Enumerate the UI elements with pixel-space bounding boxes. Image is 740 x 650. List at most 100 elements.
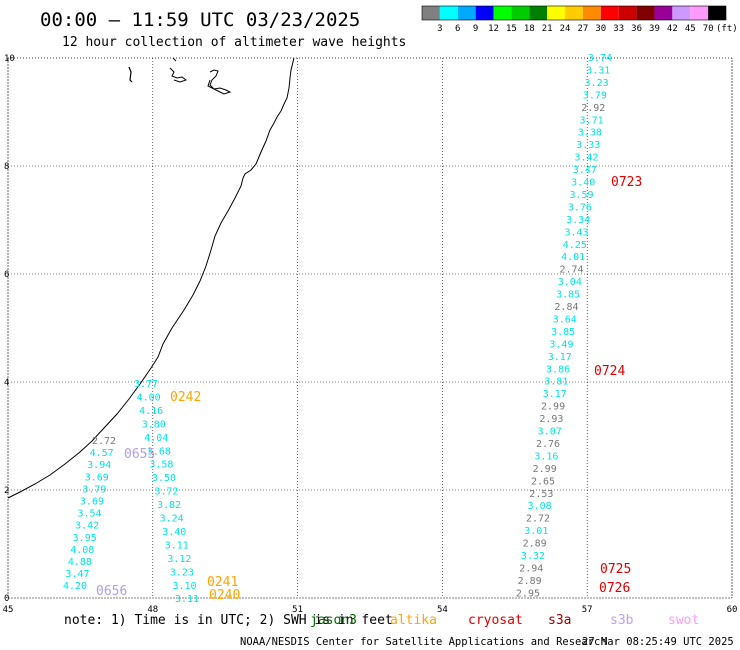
swh-value-track-b: 3.54 (78, 509, 102, 520)
swh-value-track-c: 3.32 (521, 551, 545, 562)
legend-swatch (565, 6, 583, 20)
swh-value-track-c: 2.99 (541, 402, 565, 413)
swh-value-track-a: 4.04 (144, 433, 168, 444)
swh-value-track-b: 4.20 (63, 581, 87, 592)
legend-swatch (708, 6, 726, 20)
legend-swatch (600, 6, 619, 20)
legend-tick-label: 24 (560, 24, 571, 34)
timestamp: 27 Mar 08:25:49 UTC 2025 (582, 636, 734, 648)
x-tick-label: 60 (727, 605, 738, 615)
swh-value-track-c: 3.47 (573, 165, 597, 176)
legend-swatch (582, 6, 601, 20)
y-tick-label: 0 (4, 594, 9, 604)
swh-value-track-c: 3.43 (564, 227, 588, 238)
legend-swatch (636, 6, 655, 20)
pass-time-label: 0656 (96, 584, 127, 599)
footer-note: note: 1) Time is in UTC; 2) SWH is in fe… (64, 613, 393, 628)
legend-tick-label: 27 (578, 24, 589, 34)
swh-value-track-c: 3.31 (586, 65, 610, 76)
legend-tick-label: 36 (631, 24, 642, 34)
swh-value-track-c: 3.76 (568, 202, 592, 213)
swh-value-track-c: 2.93 (539, 414, 563, 425)
swh-value-track-c: 3.40 (571, 178, 595, 189)
legend-swatch (422, 6, 440, 20)
legend-tick-label: 15 (506, 24, 517, 34)
legend-swatch (529, 6, 548, 20)
swh-value-track-a: 3.12 (167, 554, 191, 565)
swh-value-track-c: 3.04 (558, 277, 582, 288)
swh-value-track-a: 3.50 (152, 473, 176, 484)
swh-value-track-c: 2.53 (529, 489, 553, 500)
swh-value-track-a: 3.40 (162, 527, 186, 538)
color-scale-legend: 3 6 9 12 15 18 21 24 27 30 33 36 39 42 45 70 (ft) (421, 5, 738, 34)
swh-value-track-c: 2.94 (519, 563, 543, 574)
swh-value-track-c: 2.89 (523, 539, 547, 550)
swh-value-track-a: 3.82 (157, 500, 181, 511)
legend-tick-label: 39 (649, 24, 660, 34)
lat-lon-grid: 45 48 51 54 57 60 0 2 4 6 8 10 (3, 54, 738, 615)
swh-value-track-b: 3.95 (73, 533, 97, 544)
swh-value-track-c: 3.33 (576, 140, 600, 151)
swh-value-track-c: 2.65 (531, 476, 555, 487)
island-shape (128, 66, 133, 83)
y-tick-label: 6 (4, 270, 9, 280)
swh-value-track-c: 2.74 (559, 265, 583, 276)
legend-swatch (493, 6, 512, 20)
pass-time-label: 0242 (170, 390, 201, 405)
swh-value-track-b: 3.69 (80, 497, 104, 508)
swh-value-track-c: 3.71 (580, 115, 604, 126)
satellite-name: swot (668, 613, 699, 628)
swh-value-track-c: 3.49 (549, 339, 573, 350)
island-shape (207, 69, 232, 95)
swh-value-track-a: 4.00 (137, 392, 161, 403)
swh-value-track-c: 2.95 (516, 588, 540, 599)
legend-tick-label: 33 (613, 24, 624, 34)
swh-value-track-c: 3.23 (585, 78, 609, 89)
satellite-name: cryosat (468, 613, 523, 628)
plot-frame (7, 57, 733, 599)
swh-value-track-b: 3.47 (65, 569, 89, 580)
pass-time-label: 0655 (124, 447, 155, 462)
coastline (7, 57, 295, 499)
swh-value-track-b: 4.08 (70, 545, 94, 556)
swh-value-track-c: 4.25 (563, 240, 587, 251)
satellite-name: s3a (548, 613, 571, 628)
map-subtitle: 12 hour collection of altimeter wave hei… (62, 35, 406, 50)
y-tick-label: 4 (4, 378, 9, 388)
swh-value-track-b: 4.57 (90, 448, 114, 459)
swh-value-track-b: 3.42 (75, 521, 99, 532)
swh-value-track-c: 2.72 (526, 514, 550, 525)
swh-value-track-a: 3.77 (134, 379, 158, 390)
pass-time-label: 0240 (209, 588, 240, 603)
satellite-name: altika (390, 613, 437, 628)
altimeter-tracks: 3.77 4.00 4.16 3.80 4.04 3.68 3.58 3.50 3.72 3.82… (63, 53, 612, 605)
swh-value-track-c: 2.99 (533, 464, 557, 475)
swh-value-track-c: 3.79 (583, 90, 607, 101)
satellite-name: s3b (610, 613, 634, 628)
swh-value-track-c: 4.01 (561, 252, 585, 263)
swh-value-track-c: 3.64 (553, 314, 577, 325)
x-tick-label: 51 (292, 605, 303, 615)
swh-value-track-b: 3.94 (87, 460, 111, 471)
x-tick-label: 45 (3, 605, 14, 615)
swh-value-track-b: 3.79 (82, 484, 106, 495)
legend-swatch (547, 6, 566, 20)
pass-time-label: 0725 (600, 562, 631, 577)
swh-value-track-a: 3.24 (160, 514, 184, 525)
swh-value-track-a: 3.68 (147, 446, 171, 457)
swh-value-track-c: 3.17 (543, 389, 567, 400)
swh-value-track-c: 2.92 (581, 103, 605, 114)
swh-value-track-a: 3.58 (149, 460, 173, 471)
legend-swatch (690, 6, 709, 20)
pass-time-label: 0724 (594, 364, 625, 379)
legend-swatch (439, 6, 458, 20)
legend-swatch (672, 6, 691, 20)
satellite-legend: jason3 altika cryosat s3a s3b swot (310, 613, 699, 628)
swh-value-track-c: 3.16 (534, 451, 558, 462)
swh-value-track-c: 2.89 (518, 576, 542, 587)
pass-time-label: 0241 (207, 575, 238, 590)
legend-tick-label: 6 (455, 24, 460, 34)
swh-value-track-c: 3.59 (569, 190, 593, 201)
